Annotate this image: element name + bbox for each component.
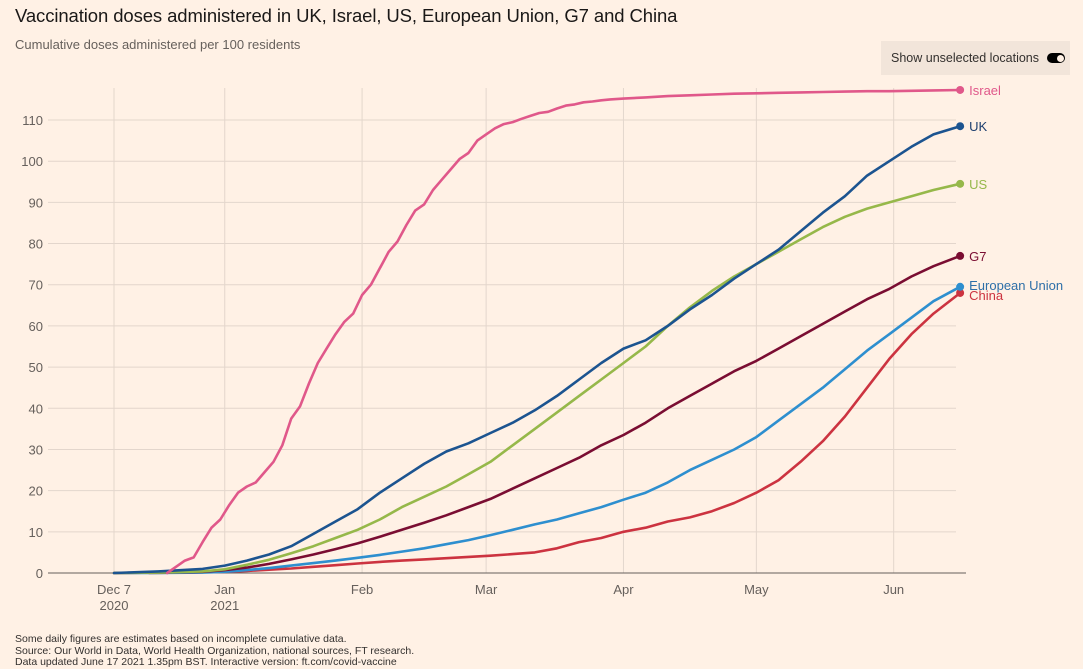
footer-source: Source: Our World in Data, World Health …	[15, 644, 415, 657]
series-endpoint-israel[interactable]	[956, 85, 965, 94]
toggle-switch-icon[interactable]	[1047, 53, 1066, 63]
toggle-knob	[1056, 54, 1064, 62]
y-tick-label: 10	[29, 525, 43, 540]
footer-updated: Data updated June 17 2021 1.35pm BST. In…	[15, 656, 397, 668]
y-tick-label: 90	[29, 195, 43, 210]
series-endpoint-european-union[interactable]	[956, 282, 965, 291]
series-label-israel: Israel	[969, 83, 1001, 98]
toggle-label: Show unselected locations	[891, 51, 1040, 65]
y-tick-label: 40	[29, 401, 43, 416]
series-label-china: China	[969, 288, 1004, 303]
chart-subtitle: Cumulative doses administered per 100 re…	[15, 37, 301, 52]
series-lines	[112, 88, 962, 575]
y-axis-ticks: 0 10 20 30 40 50 60 70 80 90 100 110	[21, 113, 43, 581]
vertical-gridlines	[113, 88, 895, 573]
y-tick-label: 70	[29, 278, 43, 293]
y-tick-label: 100	[21, 154, 43, 169]
x-tick-label: Apr	[613, 582, 634, 597]
series-label-g7: G7	[969, 249, 986, 264]
series-endpoint-uk[interactable]	[956, 122, 965, 131]
x-tick-label: Dec 7	[97, 582, 131, 597]
series-line-israel[interactable]	[165, 88, 962, 575]
series-endpoint-us[interactable]	[956, 179, 965, 188]
y-tick-label: 0	[36, 566, 43, 581]
footer-notes: Some daily figures are estimates based o…	[15, 633, 415, 669]
series-endpoint-china[interactable]	[956, 288, 965, 297]
chart-title: Vaccination doses administered in UK, Is…	[15, 5, 678, 26]
x-tick-label: Jan	[214, 582, 235, 597]
y-tick-label: 60	[29, 319, 43, 334]
show-unselected-locations-toggle[interactable]: Show unselected locations	[881, 41, 1070, 75]
x-tick-year-label: 2021	[210, 598, 239, 613]
series-label-uk: UK	[969, 119, 987, 134]
series-line-uk[interactable]	[112, 124, 962, 575]
horizontal-gridlines	[48, 119, 956, 533]
y-tick-label: 20	[29, 484, 43, 499]
series-label-us: US	[969, 177, 987, 192]
x-tick-label: Feb	[351, 582, 373, 597]
series-endpoint-g7[interactable]	[956, 251, 965, 260]
series-line-us[interactable]	[112, 182, 962, 575]
series-line-china[interactable]	[148, 291, 962, 575]
y-tick-label: 30	[29, 442, 43, 457]
x-tick-label: Jun	[883, 582, 904, 597]
series-label-european-union: European Union	[969, 278, 1063, 293]
x-tick-year-label: 2020	[100, 598, 129, 613]
series-line-g7[interactable]	[112, 254, 962, 575]
x-tick-label: Mar	[475, 582, 498, 597]
y-tick-label: 80	[29, 237, 43, 252]
footer-note-estimates: Some daily figures are estimates based o…	[15, 633, 347, 645]
y-tick-label: 110	[22, 113, 43, 128]
x-tick-label: May	[744, 582, 769, 597]
y-tick-label: 50	[29, 360, 43, 375]
series-line-european-union[interactable]	[112, 285, 962, 575]
